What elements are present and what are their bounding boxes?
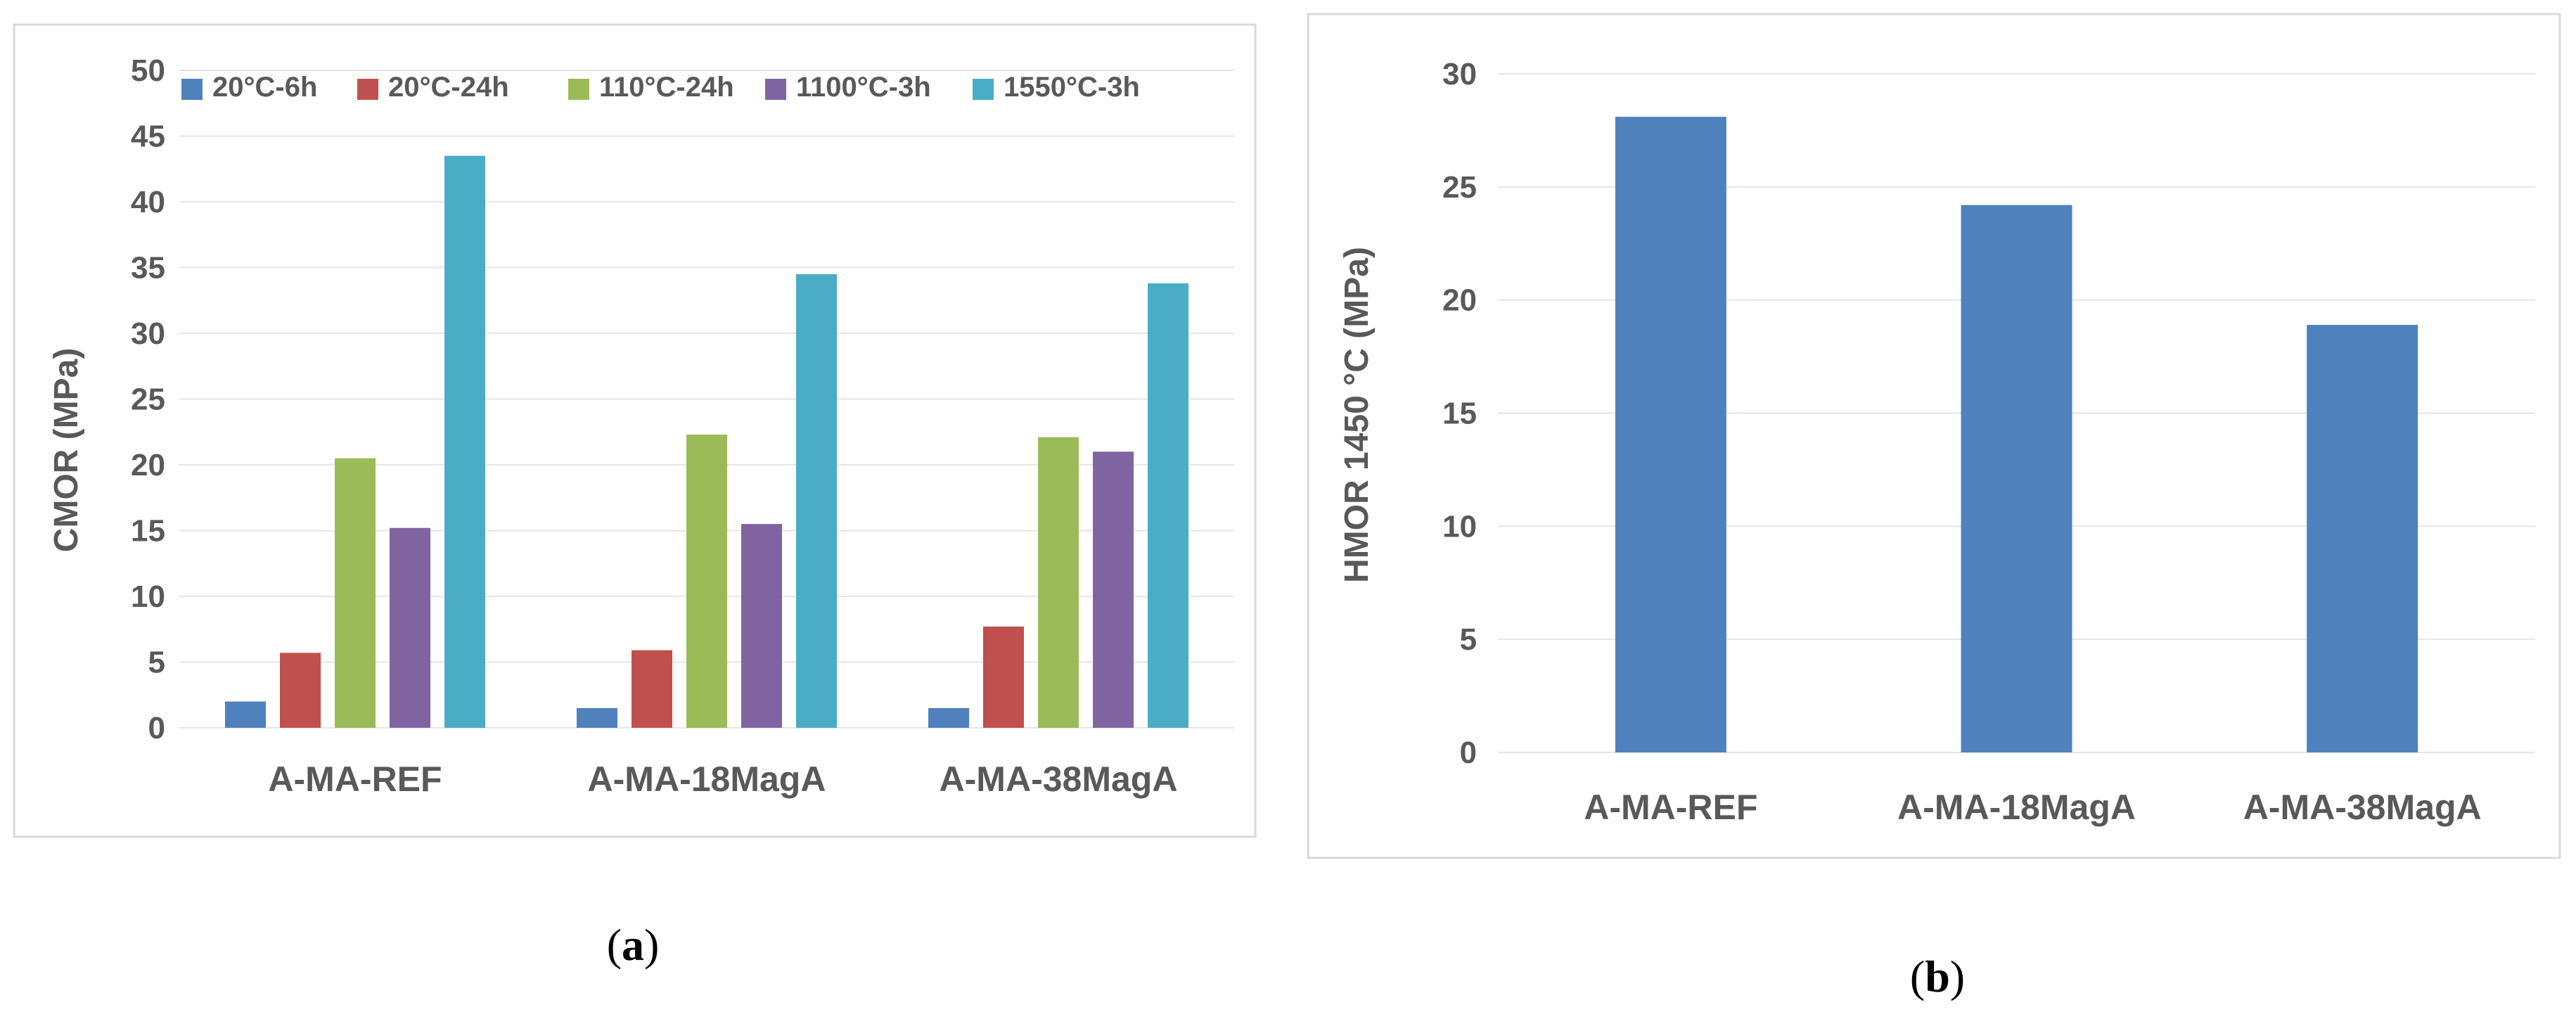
panel-a-legend-label: 1100°C-3h <box>796 72 931 103</box>
panel-a-legend-label: 110°C-24h <box>599 72 734 103</box>
panel-a-bar <box>280 653 321 728</box>
panel-a-legend-swatch <box>765 79 786 100</box>
panel-a-legend-label: 20°C-6h <box>212 72 317 103</box>
panel-a-caption: (a) <box>607 920 660 970</box>
panel-b-y-tick-label: 10 <box>1442 509 1477 544</box>
panel-b-y-tick-label: 5 <box>1460 622 1477 657</box>
panel-a-y-tick-label: 15 <box>131 514 165 548</box>
panel-b-bar <box>1961 205 2072 753</box>
panel-a-bar <box>983 627 1024 728</box>
panel-a-bar <box>632 650 672 728</box>
panel-a-legend-label: 1550°C-3h <box>1004 72 1140 103</box>
panel-a-bar <box>335 458 376 728</box>
panel-a-legend-swatch <box>181 79 203 100</box>
panel-b-category-label: A-MA-38MagA <box>2243 788 2482 827</box>
panel-a-y-tick-label: 0 <box>148 711 165 745</box>
panel-b-y-tick-label: 20 <box>1442 283 1477 318</box>
panel-a-bar <box>1038 437 1079 728</box>
panel-a-bar <box>741 524 782 728</box>
panel-a-bar <box>928 707 969 728</box>
panel-a-legend-swatch <box>568 79 589 100</box>
panel-a-bar <box>1093 451 1134 728</box>
panel-b-y-tick-label: 15 <box>1442 397 1477 431</box>
panel-a-category-label: A-MA-18MagA <box>588 759 826 799</box>
panel-a-legend-swatch <box>973 79 994 100</box>
panel-a-y-tick-label: 10 <box>131 579 165 614</box>
panel-a-y-tick-label: 40 <box>131 185 165 219</box>
panel-a-y-tick-label: 45 <box>131 120 165 154</box>
panel-b-category-label: A-MA-18MagA <box>1897 788 2136 827</box>
panel-b-y-axis-label: HMOR 1450 °C (MPa) <box>1338 247 1376 583</box>
panel-a-bar <box>390 527 430 728</box>
panel-a-bar <box>444 155 485 729</box>
panel-a-y-tick-label: 25 <box>131 383 165 417</box>
panel-a-y-tick-label: 30 <box>131 316 165 351</box>
panel-a-bar <box>686 434 727 728</box>
panel-b-bar <box>2307 325 2418 752</box>
panel-a-bar <box>577 707 617 728</box>
panel-a-y-tick-label: 35 <box>131 251 165 285</box>
panel-b-caption: (b) <box>1910 951 1965 1001</box>
panel-a-y-tick-label: 20 <box>131 448 165 482</box>
panel-b-category-label: A-MA-REF <box>1584 788 1757 827</box>
panel-a-legend-swatch <box>357 79 378 100</box>
panel-a-chart: 0 5 10 15 20 25 30 35 40 45 50 A-MA-REF A-MA-18MagA… <box>13 23 1257 838</box>
panel-b-chart: 0 5 10 15 20 25 30 A-MA-REF A-MA-18MagA A-MA-38M… <box>1307 13 2561 859</box>
panel-b-y-tick-label: 25 <box>1442 170 1477 205</box>
panel-a-bar <box>1148 283 1188 728</box>
panel-a-y-tick-label: 5 <box>148 646 165 680</box>
panel-a-category-label: A-MA-38MagA <box>940 759 1178 799</box>
panel-b-y-tick-label: 30 <box>1442 57 1477 91</box>
panel-a-y-tick-label: 50 <box>131 53 165 88</box>
panel-b-bar <box>1615 117 1726 752</box>
panel-b-y-tick-label: 0 <box>1460 736 1477 770</box>
panel-a-y-axis-label: CMOR (MPa) <box>48 348 85 553</box>
panel-a-category-label: A-MA-REF <box>268 759 442 799</box>
panel-a-bar <box>225 701 266 728</box>
panel-a-bar <box>796 274 837 729</box>
panel-a-legend-label: 20°C-24h <box>388 72 509 103</box>
